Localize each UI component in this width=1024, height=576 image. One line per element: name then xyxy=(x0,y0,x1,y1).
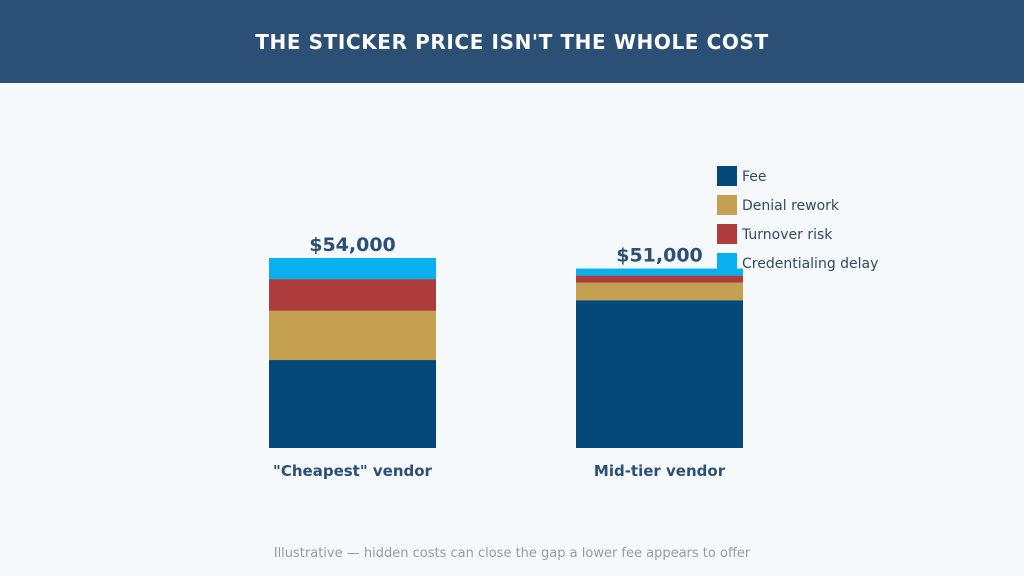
bar-segment-credentialing-delay-1 xyxy=(269,258,436,280)
bar-segment-denial-rework-2 xyxy=(576,282,743,301)
bar-segment-turnover-risk-1 xyxy=(269,279,436,311)
legend-swatch-denial-rework xyxy=(717,195,737,215)
header-banner: THE STICKER PRICE ISN'T THE WHOLE COST xyxy=(0,0,1024,83)
legend: Fee Denial rework Turnover risk Credentiali… xyxy=(717,166,878,273)
bar-total-label-1: $54,000 xyxy=(309,234,396,256)
legend-swatch-turnover-risk xyxy=(717,224,737,244)
bar-segment-turnover-risk-2 xyxy=(576,275,743,283)
footnote: Illustrative — hidden costs can close th… xyxy=(273,546,751,561)
page-title: THE STICKER PRICE ISN'T THE WHOLE COST xyxy=(255,29,769,54)
legend-swatch-credentialing-delay xyxy=(717,253,737,273)
bar-total-label-2: $51,000 xyxy=(616,245,703,267)
bar-segment-fee-1 xyxy=(269,360,436,448)
category-label-2: Mid-tier vendor xyxy=(594,462,726,480)
legend-label-fee: Fee xyxy=(742,169,767,185)
legend-label-credentialing-delay: Credentialing delay xyxy=(742,256,878,272)
labels-layer: $54,000 "Cheapest" vendor $51,000 Mid-tier … xyxy=(273,234,726,480)
legend-swatch-fee xyxy=(717,166,737,186)
bars-layer xyxy=(269,258,743,448)
bar-segment-fee-2 xyxy=(576,300,743,448)
legend-label-turnover-risk: Turnover risk xyxy=(741,227,833,243)
category-label-1: "Cheapest" vendor xyxy=(273,462,433,480)
bar-segment-credentialing-delay-2 xyxy=(576,268,743,276)
legend-label-denial-rework: Denial rework xyxy=(742,198,840,214)
bar-segment-denial-rework-1 xyxy=(269,310,436,361)
